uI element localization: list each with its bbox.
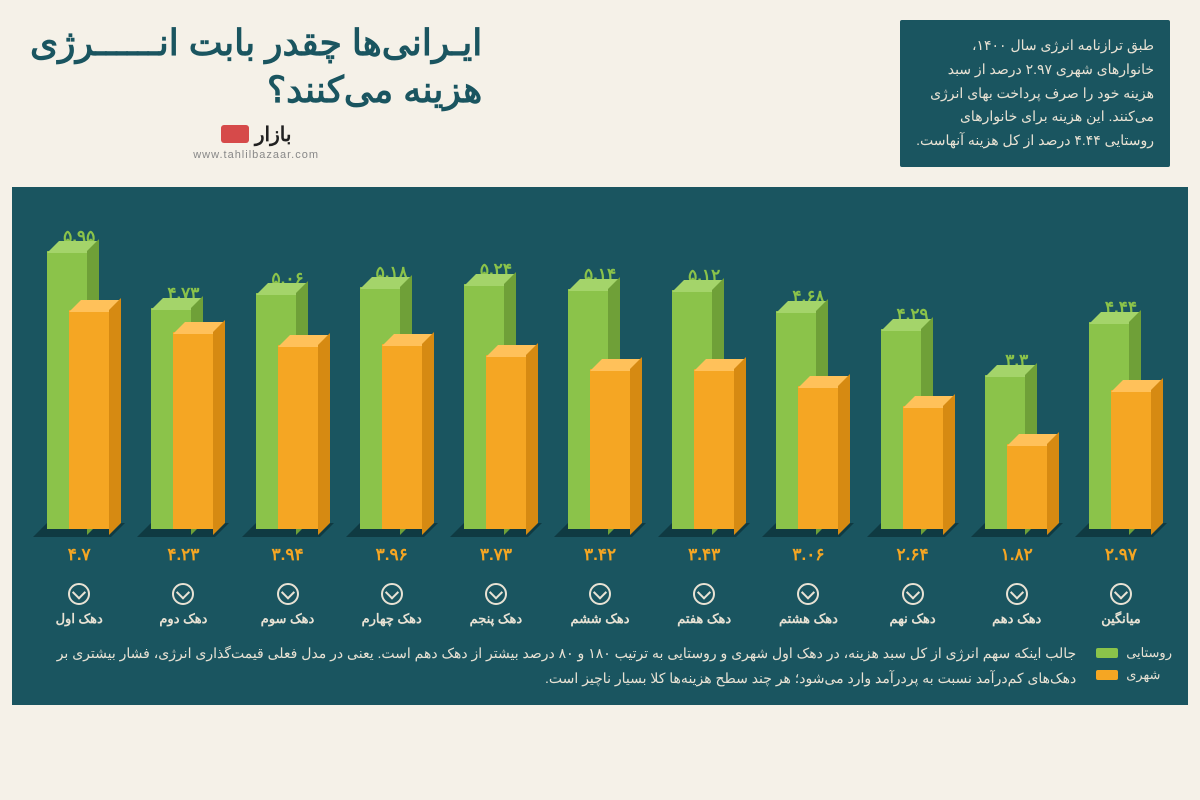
legend-urban-swatch: [1096, 670, 1118, 680]
chevron-down-icon: [797, 583, 819, 605]
legend-rural-swatch: [1096, 648, 1118, 658]
bar-group: ۵.۰۶ ۳.۹۴: [244, 229, 332, 565]
chevron-down-icon: [68, 583, 90, 605]
chevron-down-icon: [693, 583, 715, 605]
category-label: دهک دوم: [139, 583, 227, 627]
bar-group: ۴.۲۹ ۲.۶۴: [869, 229, 957, 565]
category-text: میانگین: [1101, 611, 1140, 627]
category-label: دهک ششم: [556, 583, 644, 627]
urban-value: ۴.۲۳: [167, 545, 199, 565]
category-label: دهک پنجم: [452, 583, 540, 627]
category-text: دهک ششم: [571, 611, 630, 627]
category-label: دهک دهم: [973, 583, 1061, 627]
urban-bar: [278, 345, 318, 529]
chart-footer: جالب اینکه سهم انرژی از کل سبد هزینه، در…: [22, 641, 1178, 691]
category-text: دهک نهم: [890, 611, 936, 627]
legend-urban: شهری: [1096, 667, 1172, 683]
urban-value: ۳.۷۳: [480, 545, 512, 565]
urban-bar: [1111, 390, 1151, 529]
bars-row: ۵.۹۵ ۴.۷ ۴.۷۳ ۴.۲۳ ۵.۰۶: [22, 205, 1178, 565]
urban-bar: [486, 355, 526, 529]
urban-value: ۳.۹۴: [271, 545, 303, 565]
bar-group: ۵.۱۴ ۳.۴۲: [556, 229, 644, 565]
bar-pair: ۵.۲۴: [456, 229, 536, 529]
bar-group: ۵.۱۲ ۳.۴۳: [660, 229, 748, 565]
intro-box: طبق ترازنامه انرژی سال ۱۴۰۰، خانوارهای ش…: [900, 20, 1170, 167]
bar-group: ۵.۲۴ ۳.۷۳: [452, 229, 540, 565]
chevron-down-icon: [172, 583, 194, 605]
urban-bar: [173, 332, 213, 529]
bar-pair: ۵.۱۴: [560, 229, 640, 529]
bar-group: ۴.۴۴ ۲.۹۷: [1077, 229, 1165, 565]
bar-pair: ۴.۷۳: [143, 229, 223, 529]
category-label: دهک چهارم: [348, 583, 436, 627]
urban-value: ۴.۷: [68, 545, 91, 565]
bar-group: ۴.۷۳ ۴.۲۳: [139, 229, 227, 565]
urban-bar: [69, 310, 109, 529]
urban-value: ۳.۴۲: [584, 545, 616, 565]
urban-bar: [1007, 444, 1047, 529]
chevron-down-icon: [1110, 583, 1132, 605]
header: طبق ترازنامه انرژی سال ۱۴۰۰، خانوارهای ش…: [0, 0, 1200, 177]
chart-panel: ۵.۹۵ ۴.۷ ۴.۷۳ ۴.۲۳ ۵.۰۶: [12, 187, 1188, 705]
bar-group: ۳.۳ ۱.۸۲: [973, 229, 1061, 565]
brand-logo: بازار: [221, 122, 292, 147]
urban-value: ۲.۹۷: [1105, 545, 1137, 565]
main-title-line2: هزینه می‌کنند؟: [30, 67, 482, 114]
bar-pair: ۳.۳: [977, 229, 1057, 529]
category-text: دهک پنجم: [470, 611, 522, 627]
category-text: دهک دهم: [992, 611, 1041, 627]
brand: بازار www.tahlilbazaar.com: [30, 122, 482, 161]
legend-rural-label: روستایی: [1126, 645, 1172, 661]
bar-pair: ۵.۱۸: [352, 229, 432, 529]
brand-text: بازار: [255, 122, 292, 147]
category-text: دهک دوم: [159, 611, 207, 627]
urban-bar: [798, 386, 838, 529]
bar-pair: ۴.۶۸: [768, 229, 848, 529]
bar-group: ۵.۹۵ ۴.۷: [35, 229, 123, 565]
brand-wave-icon: [221, 125, 249, 143]
category-label: دهک هشتم: [764, 583, 852, 627]
brand-url: www.tahlilbazaar.com: [193, 149, 319, 161]
bar-pair: ۵.۹۵: [39, 229, 119, 529]
category-label: دهک سوم: [244, 583, 332, 627]
urban-bar: [903, 406, 943, 529]
category-text: دهک هشتم: [779, 611, 838, 627]
urban-value: ۳.۹۶: [376, 545, 408, 565]
chevron-down-icon: [381, 583, 403, 605]
chevron-down-icon: [1006, 583, 1028, 605]
category-label: دهک اول: [35, 583, 123, 627]
footnote: جالب اینکه سهم انرژی از کل سبد هزینه، در…: [28, 641, 1076, 691]
urban-value: ۲.۶۴: [897, 545, 929, 565]
title-block: ایـرانی‌ها چقدر بابت انــــــرژی هزینه م…: [30, 20, 482, 161]
chevron-down-icon: [589, 583, 611, 605]
category-text: دهک چهارم: [362, 611, 422, 627]
urban-value: ۳.۰۶: [792, 545, 824, 565]
category-text: دهک سوم: [261, 611, 315, 627]
legend-urban-label: شهری: [1126, 667, 1160, 683]
legend: روستایی شهری: [1096, 641, 1172, 683]
category-text: دهک اول: [56, 611, 103, 627]
urban-bar: [590, 369, 630, 529]
bar-group: ۴.۶۸ ۳.۰۶: [764, 229, 852, 565]
category-label: میانگین: [1077, 583, 1165, 627]
category-text: دهک هفتم: [677, 611, 731, 627]
bar-pair: ۴.۲۹: [873, 229, 953, 529]
bar-pair: ۵.۰۶: [248, 229, 328, 529]
urban-bar: [382, 344, 422, 529]
urban-value: ۱.۸۲: [1001, 545, 1033, 565]
category-row: دهک اول دهک دوم دهک سوم دهک چهارم دهک پن…: [22, 583, 1178, 627]
bar-pair: ۵.۱۲: [664, 229, 744, 529]
category-label: دهک نهم: [869, 583, 957, 627]
urban-bar: [694, 369, 734, 529]
legend-rural: روستایی: [1096, 645, 1172, 661]
main-title-line1: ایـرانی‌ها چقدر بابت انــــــرژی: [30, 20, 482, 67]
category-label: دهک هفتم: [660, 583, 748, 627]
chevron-down-icon: [277, 583, 299, 605]
chevron-down-icon: [485, 583, 507, 605]
bar-group: ۵.۱۸ ۳.۹۶: [348, 229, 436, 565]
urban-value: ۳.۴۳: [688, 545, 720, 565]
chevron-down-icon: [902, 583, 924, 605]
bar-pair: ۴.۴۴: [1081, 229, 1161, 529]
